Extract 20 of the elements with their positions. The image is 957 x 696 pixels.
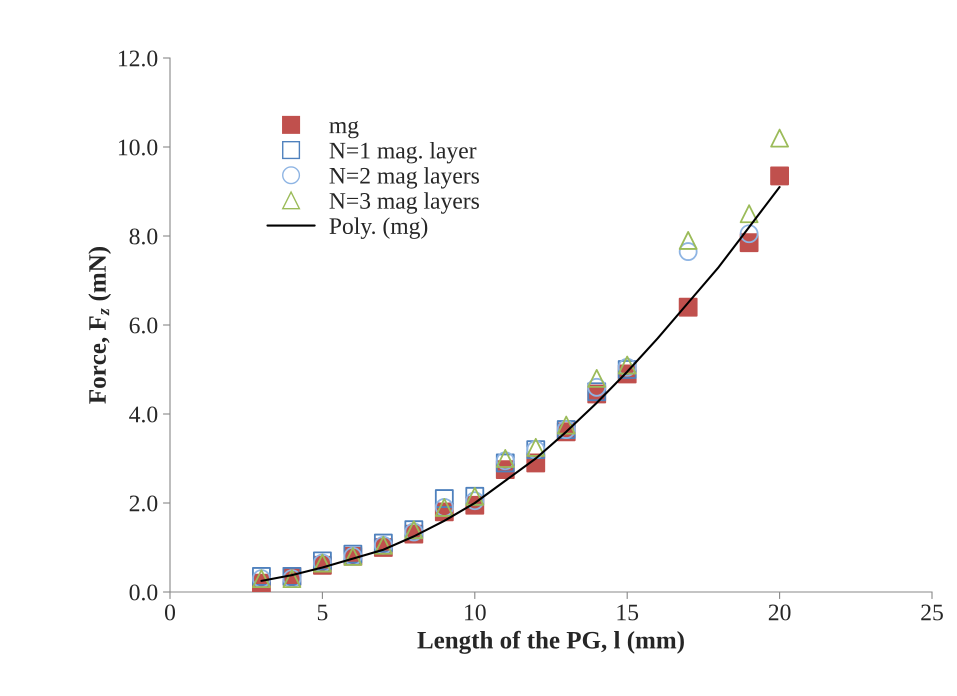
x-axis-title: Length of the PG, l (mm) bbox=[417, 630, 684, 654]
legend-label: N=3 mag layers bbox=[330, 192, 479, 214]
legend-label: N=2 mag layers bbox=[330, 167, 479, 189]
y-tick-label: 12.0 bbox=[118, 50, 158, 67]
legend-label: Poly. (mg) bbox=[330, 217, 428, 239]
x-tick-label: 20 bbox=[768, 604, 791, 620]
legend-label: N=1 mag. layer bbox=[330, 142, 476, 164]
x-tick-label: 0 bbox=[164, 604, 176, 620]
y-tick-label: 0.0 bbox=[130, 584, 158, 601]
y-tick-label: 8.0 bbox=[130, 228, 158, 245]
x-tick-label: 5 bbox=[318, 604, 328, 620]
x-tick-label: 15 bbox=[617, 604, 638, 620]
y-tick-label: 6.0 bbox=[130, 317, 158, 334]
y-tick-label: 2.0 bbox=[130, 495, 158, 512]
x-tick-label: 25 bbox=[921, 604, 943, 620]
x-tick-label: 10 bbox=[465, 604, 486, 620]
y-tick-label: 4.0 bbox=[129, 406, 158, 423]
y-tick-label: 10.0 bbox=[118, 139, 158, 156]
legend-label: mg bbox=[329, 121, 359, 138]
y-axis-title: Force, F$_{z}$ (mN) bbox=[88, 247, 111, 404]
